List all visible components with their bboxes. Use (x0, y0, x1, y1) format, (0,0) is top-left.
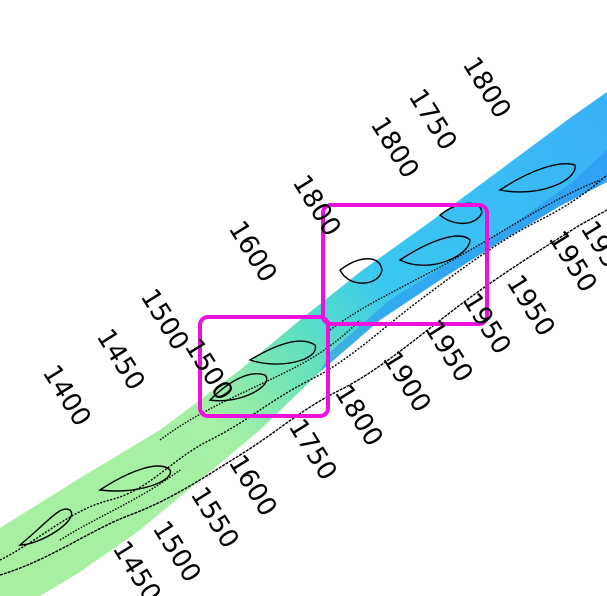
contour-label: 1550 (184, 482, 245, 554)
highlight-box-upper (321, 203, 489, 326)
contour-label: 1400 (36, 360, 97, 432)
contour-label: 1900 (376, 346, 437, 418)
contour-label: 1950 (418, 316, 479, 388)
contour-label: 1800 (328, 380, 389, 452)
contour-label: 1750 (282, 414, 343, 486)
highlight-box-lower (198, 315, 330, 418)
contour-label: 1600 (222, 450, 283, 522)
contour-label: 1450 (90, 324, 151, 396)
terrain-band-edge (320, 150, 607, 372)
contour-label: 1500 (178, 334, 239, 406)
contour-label: 1800 (456, 52, 517, 124)
terrain-band (0, 92, 607, 596)
lower-contour-labels: 1450 1500 1550 1600 1750 1800 1900 1950 … (106, 216, 607, 596)
contour-label: 1800 (364, 112, 425, 184)
contour-label: 1600 (222, 216, 283, 288)
contour-lines (0, 163, 607, 576)
